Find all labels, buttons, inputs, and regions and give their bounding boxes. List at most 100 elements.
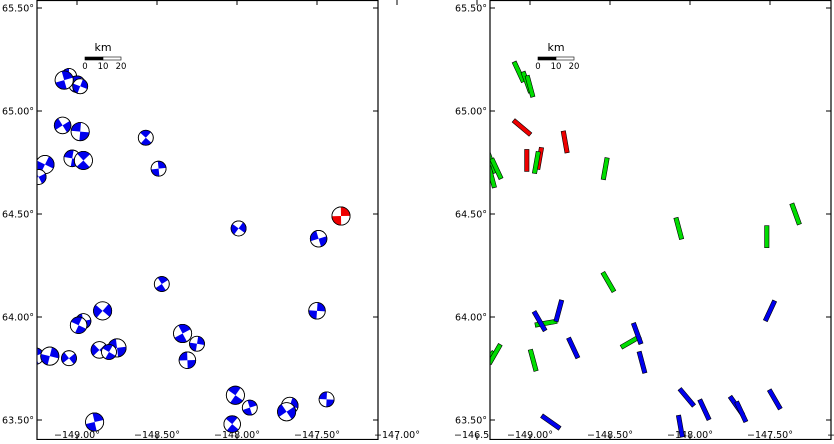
left-x-tick-label: −149.00°	[54, 430, 100, 440]
beachball-quadrant	[157, 276, 169, 285]
stress-bar[interactable]	[789, 202, 802, 226]
stress-bar[interactable]	[524, 149, 530, 172]
scale-bar-segment	[537, 56, 557, 61]
beachball[interactable]	[93, 301, 113, 321]
beachball[interactable]	[331, 206, 351, 226]
beachball-quadrant	[69, 353, 77, 365]
beachball[interactable]	[414, 214, 431, 231]
beachball-quadrant	[91, 343, 100, 356]
beachball[interactable]	[318, 391, 335, 408]
beachball-rim	[385, 205, 403, 223]
stress-bar[interactable]	[487, 165, 497, 189]
beachball[interactable]	[153, 276, 170, 292]
stress-bar[interactable]	[490, 157, 504, 180]
beachball-rim	[53, 116, 72, 135]
stress-bar[interactable]	[531, 310, 548, 333]
beachball-rim	[331, 206, 351, 226]
beachball-rim	[308, 302, 326, 320]
stress-bar[interactable]	[697, 398, 712, 421]
stress-bar[interactable]	[553, 299, 565, 323]
beachball[interactable]	[69, 316, 88, 334]
right-y-tick-label: 64.00°	[455, 313, 487, 324]
beachball[interactable]	[189, 335, 205, 352]
beachball-quadrant	[102, 303, 112, 317]
stress-bar[interactable]	[630, 322, 644, 345]
right-x-tick-label: −147.00°	[827, 430, 834, 440]
beachball-rim	[277, 402, 297, 422]
beachball[interactable]	[178, 351, 197, 369]
stress-bar[interactable]	[527, 348, 539, 372]
beachball[interactable]	[101, 344, 117, 360]
beachball[interactable]	[241, 399, 258, 416]
beachball[interactable]	[54, 70, 74, 90]
beachball[interactable]	[70, 122, 90, 142]
beachball[interactable]	[381, 193, 398, 210]
beachball[interactable]	[418, 207, 433, 222]
beachball[interactable]	[225, 385, 245, 405]
beachball[interactable]	[150, 160, 167, 177]
beachball-quadrant	[71, 122, 81, 132]
stress-bar[interactable]	[675, 414, 685, 438]
beachball-rim	[381, 193, 398, 210]
left-y-tick-label: 64.50°	[2, 210, 34, 221]
beachball[interactable]	[223, 415, 241, 433]
beachball-outline	[385, 205, 403, 223]
beachball-quadrant	[38, 173, 47, 184]
stress-bar[interactable]	[511, 118, 533, 137]
beachball-quadrant	[231, 224, 239, 235]
stress-bar[interactable]	[600, 157, 610, 181]
beachball[interactable]	[277, 402, 297, 422]
right-scale-bar: km 0 10 20	[535, 41, 579, 72]
stress-bar[interactable]	[566, 336, 581, 360]
beachball-rim	[153, 276, 170, 292]
stress-bar[interactable]	[734, 400, 749, 424]
beachball[interactable]	[31, 169, 47, 185]
right-y-tick-label: 65.50°	[455, 4, 487, 15]
beachball[interactable]	[137, 129, 154, 146]
beachball[interactable]	[173, 323, 193, 343]
stress-bar[interactable]	[540, 413, 562, 431]
beachball-rim	[54, 70, 74, 90]
stress-bar[interactable]	[524, 74, 536, 98]
stress-bar[interactable]	[487, 343, 503, 366]
beachball[interactable]	[72, 78, 89, 95]
stress-bar[interactable]	[531, 150, 541, 175]
beachball-quadrant	[230, 395, 243, 405]
right-x-tick-label: −149.00°	[507, 430, 553, 440]
beachball-rim	[137, 129, 154, 146]
beachball-rim	[241, 399, 258, 416]
beachball[interactable]	[36, 155, 55, 175]
stress-bar[interactable]	[766, 388, 783, 411]
beachball[interactable]	[53, 116, 72, 135]
stress-bar[interactable]	[636, 350, 648, 374]
beachball-quadrant	[54, 118, 63, 130]
beachball[interactable]	[230, 220, 247, 237]
beachball-quadrant	[385, 206, 394, 218]
stress-bar[interactable]	[764, 225, 770, 248]
stress-bar[interactable]	[677, 387, 696, 408]
beachball[interactable]	[385, 205, 403, 223]
beachball-rim	[173, 323, 193, 343]
stress-bar[interactable]	[600, 270, 617, 294]
beachball[interactable]	[309, 230, 328, 248]
beachball[interactable]	[73, 150, 93, 170]
scale-bar-label: 10	[551, 62, 562, 72]
beachball-quadrant	[49, 347, 59, 359]
scale-bar-label: 10	[98, 62, 109, 72]
beachball-rim	[189, 335, 205, 352]
beachball[interactable]	[61, 350, 77, 367]
stress-bar[interactable]	[673, 216, 685, 240]
beachball-rim	[225, 385, 245, 405]
beachball-quadrant	[61, 352, 69, 363]
beachball-quadrant	[79, 131, 90, 141]
beachball[interactable]	[85, 412, 105, 432]
stress-bar[interactable]	[762, 299, 778, 323]
beachball-quadrant	[225, 415, 238, 425]
beachball[interactable]	[40, 346, 60, 366]
stress-bar[interactable]	[560, 130, 570, 154]
stress-bar[interactable]	[511, 60, 526, 84]
beachball[interactable]	[308, 302, 326, 320]
beachball-quadrant	[92, 412, 104, 423]
beachball-quadrant	[326, 399, 335, 407]
right-y-tick-label: 64.50°	[455, 210, 487, 221]
